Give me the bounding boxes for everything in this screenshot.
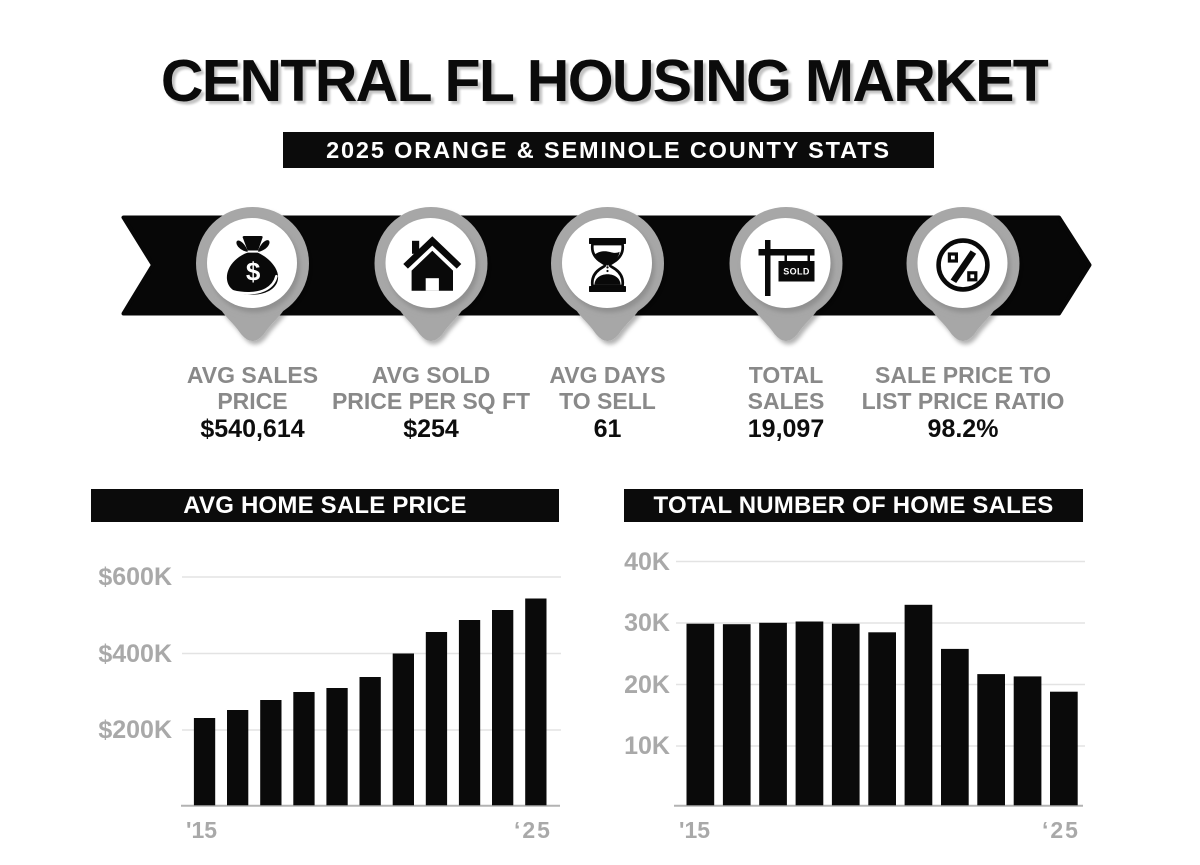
svg-text:$: $ — [246, 257, 261, 287]
svg-text:SOLD: SOLD — [783, 267, 810, 277]
